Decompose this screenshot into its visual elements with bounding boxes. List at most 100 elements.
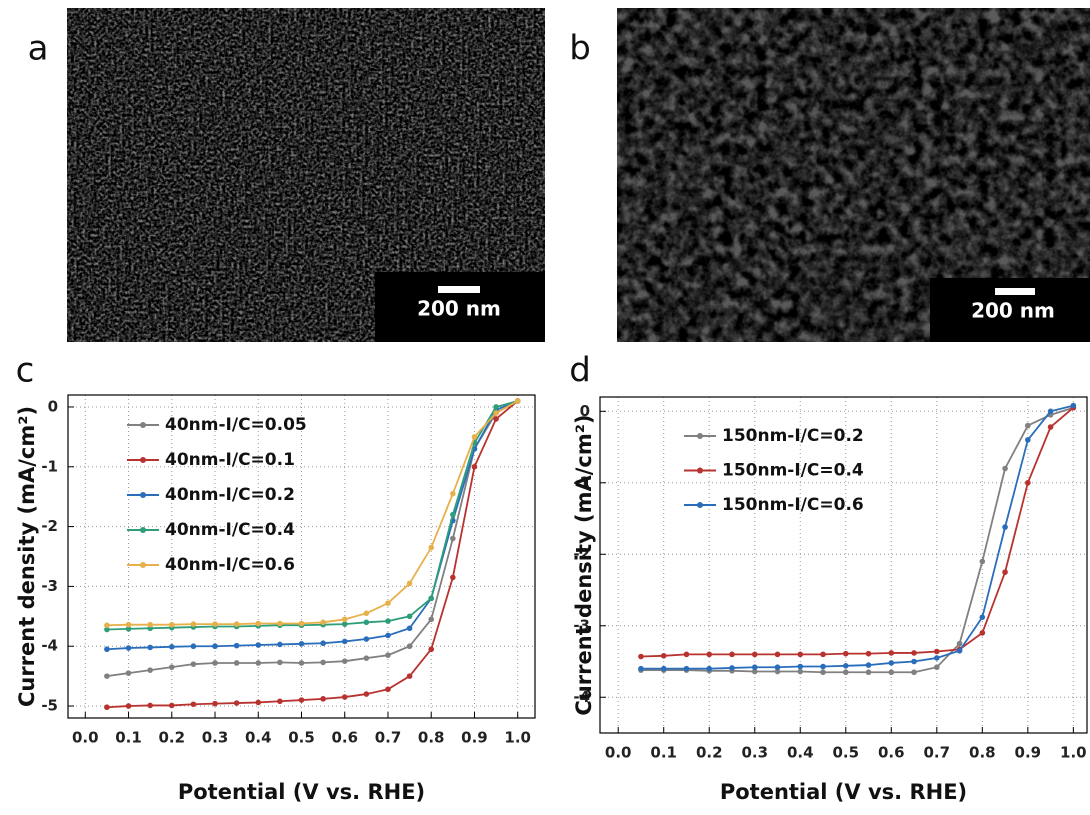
plot-frame <box>599 396 1088 734</box>
series-line <box>640 406 1074 674</box>
y-tick-label: 0 <box>48 397 58 415</box>
data-point <box>842 663 849 669</box>
data-point <box>683 651 690 658</box>
data-point <box>125 626 132 632</box>
data-point <box>888 669 895 676</box>
data-point <box>979 558 986 565</box>
y-axis-title: Current density (mA/cm²) <box>572 414 596 715</box>
series-line <box>640 407 1074 658</box>
data-point <box>255 699 262 706</box>
data-point <box>428 616 435 623</box>
x-tick-label: 0.0 <box>605 744 632 762</box>
data-point <box>638 665 644 672</box>
panel-label: d <box>569 351 591 391</box>
data-point <box>147 644 153 651</box>
data-point <box>842 650 849 657</box>
data-point <box>1047 408 1054 415</box>
data-point <box>820 669 826 676</box>
data-point <box>385 686 391 693</box>
panel-label: a <box>28 29 49 69</box>
data-point <box>934 664 940 671</box>
data-point <box>104 646 110 653</box>
data-point <box>363 619 370 626</box>
data-point <box>1002 569 1008 575</box>
data-point <box>774 651 781 658</box>
x-tick-label: 0.4 <box>787 744 814 762</box>
data-point <box>147 667 153 673</box>
data-point <box>363 610 370 617</box>
sem-image: 200 nm <box>617 8 1090 342</box>
legend-marker <box>697 433 703 439</box>
data-point <box>406 643 413 650</box>
data-point <box>820 651 826 658</box>
data-point <box>865 650 872 657</box>
data-point <box>233 621 240 627</box>
y-tick-label: -1 <box>41 457 58 475</box>
x-tick-label: 0.2 <box>696 744 723 762</box>
legend-marker <box>697 467 703 474</box>
series-line <box>106 400 519 651</box>
x-tick-label: 0.6 <box>878 744 905 762</box>
data-point <box>255 660 262 666</box>
legend-label: 40nm-I/C=0.4 <box>165 520 295 540</box>
data-point <box>406 613 413 620</box>
data-point <box>934 648 940 655</box>
data-point <box>190 621 197 627</box>
data-point <box>1025 479 1031 486</box>
y-axis-title: Current density (mA/cm²) <box>15 406 39 707</box>
data-point <box>385 652 391 658</box>
data-point <box>1047 424 1054 430</box>
x-tick-label: 1.0 <box>1060 744 1087 762</box>
y-tick-label: 0 <box>580 402 590 420</box>
x-tick-label: 0.9 <box>1015 744 1042 762</box>
y-tick-label: -5 <box>41 697 58 715</box>
data-point <box>277 641 283 648</box>
x-tick-label: 0.7 <box>924 744 951 762</box>
data-point <box>956 647 963 654</box>
series-line <box>106 400 519 709</box>
legend-marker <box>697 502 703 508</box>
data-point <box>493 404 499 410</box>
data-point <box>514 398 521 404</box>
data-point <box>706 651 713 658</box>
data-point <box>706 665 713 672</box>
data-point <box>233 642 240 649</box>
data-point <box>865 662 872 668</box>
data-point <box>298 660 305 666</box>
data-point <box>104 673 110 679</box>
data-point <box>774 664 781 671</box>
data-point <box>406 673 413 679</box>
data-point <box>277 620 283 627</box>
data-point <box>190 661 197 667</box>
data-point <box>865 669 872 676</box>
data-point <box>385 600 391 606</box>
data-point <box>729 665 735 671</box>
data-point <box>406 625 413 632</box>
data-point <box>298 641 305 647</box>
x-tick-label: 0.5 <box>832 744 859 762</box>
series-line <box>106 400 519 627</box>
data-point <box>888 660 895 666</box>
x-tick-label: 0.6 <box>331 729 358 747</box>
data-point <box>147 702 153 709</box>
data-point <box>298 620 305 627</box>
y-tick-label: -2 <box>573 545 590 563</box>
data-point <box>471 434 478 440</box>
data-point <box>751 651 758 658</box>
legend-label: 150nm-I/C=0.6 <box>722 495 864 515</box>
data-point <box>934 655 940 661</box>
x-tick-label: 0.3 <box>741 744 768 762</box>
legend-label: 40nm-I/C=0.1 <box>165 450 295 470</box>
legend-label: 40nm-I/C=0.05 <box>165 415 307 435</box>
x-axis-title: Potential (V vs. RHE) <box>720 780 967 804</box>
data-point <box>1025 422 1031 429</box>
legend-marker <box>140 562 146 568</box>
data-point <box>683 665 690 672</box>
scale-label: 200 nm <box>417 297 501 321</box>
data-point <box>168 702 175 709</box>
data-point <box>774 668 781 675</box>
data-point <box>125 703 132 709</box>
x-tick-label: 0.2 <box>158 729 185 747</box>
x-axis-title: Potential (V vs. RHE) <box>178 780 425 804</box>
